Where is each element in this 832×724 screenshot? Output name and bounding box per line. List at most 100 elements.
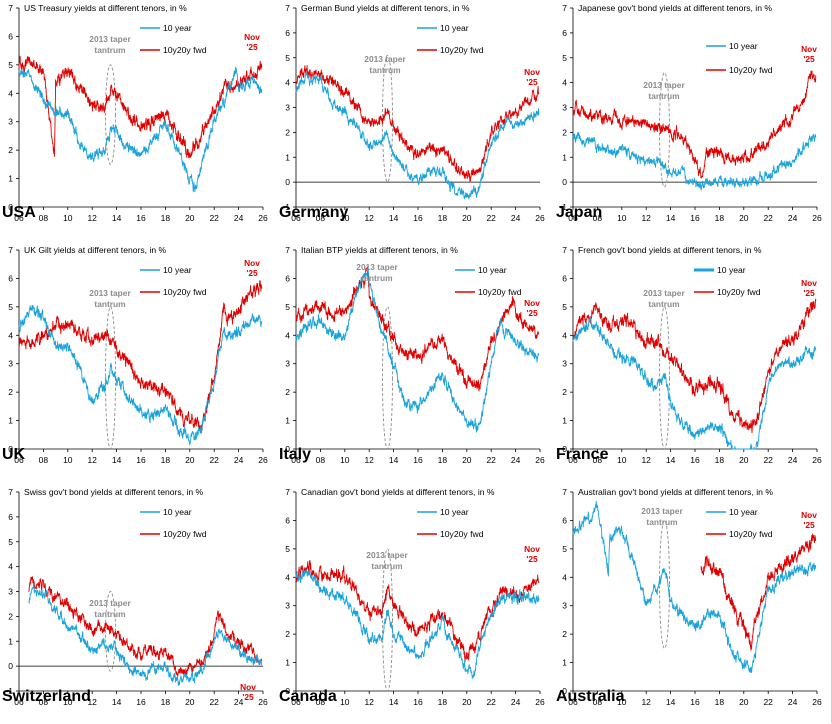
nov-25-annotation: '25	[246, 268, 258, 278]
x-tick-label: 10	[617, 213, 627, 223]
tantrum-annotation: 2013 taper	[89, 34, 131, 44]
series-line-10-year	[18, 66, 263, 193]
x-tick-label: 22	[209, 213, 219, 223]
chart-title: US Treasury yields at different tenors, …	[24, 3, 187, 13]
series-line-10-year	[295, 567, 540, 679]
x-tick-label: 20	[185, 213, 195, 223]
legend-label-10y20y-fwd: 10y20y fwd	[440, 45, 484, 55]
y-tick-label: 2	[285, 387, 290, 397]
y-tick-label: 2	[8, 387, 13, 397]
chart-panel-canada: Canadian gov't bond yields at different …	[279, 487, 545, 707]
series-line-10y20y-fwd	[18, 280, 263, 434]
series-line-10y20y-fwd	[295, 559, 540, 663]
series-line-10-year	[572, 316, 817, 450]
y-tick-label: 7	[285, 245, 290, 255]
tantrum-annotation: tantrum	[648, 91, 679, 101]
tantrum-annotation: 2013 taper	[641, 506, 683, 516]
y-tick-label: 7	[285, 487, 290, 497]
y-tick-label: 5	[562, 53, 567, 63]
chart-panel-germany: German Bund yields at different tenors, …	[279, 3, 545, 223]
x-tick-label: 26	[258, 697, 268, 707]
chart-panel-switzerland: Swiss gov't bond yields at different ten…	[2, 487, 268, 707]
x-tick-label: 20	[462, 213, 472, 223]
y-tick-label: 5	[285, 302, 290, 312]
y-tick-label: 6	[562, 273, 567, 283]
x-tick-label: 16	[690, 697, 700, 707]
x-tick-label: 22	[209, 697, 219, 707]
nov-25-annotation: '25	[246, 42, 258, 52]
x-tick-label: 06	[291, 213, 301, 223]
y-tick-label: -1	[559, 202, 567, 212]
x-tick-label: 18	[438, 455, 448, 465]
chart-title: UK Gilt yields at different tenors, in %	[24, 245, 167, 255]
x-tick-label: 06	[291, 697, 301, 707]
taper-tantrum-ellipse	[659, 306, 670, 450]
tantrum-annotation: tantrum	[648, 299, 679, 309]
x-tick-label: 10	[617, 455, 627, 465]
legend-label-10-year: 10 year	[163, 23, 192, 33]
x-tick-label: 20	[185, 697, 195, 707]
y-tick-label: 4	[562, 78, 567, 88]
nov-25-annotation: Nov	[244, 32, 260, 42]
legend-label-10y20y-fwd: 10y20y fwd	[163, 529, 207, 539]
tantrum-annotation: tantrum	[361, 273, 392, 283]
x-tick-label: 20	[462, 455, 472, 465]
y-tick-label: 0	[562, 444, 567, 454]
tantrum-annotation: 2013 taper	[89, 288, 131, 298]
y-tick-label: 7	[562, 245, 567, 255]
x-tick-label: 24	[788, 213, 798, 223]
x-tick-label: 08	[593, 213, 603, 223]
x-tick-label: 24	[511, 697, 521, 707]
series-line-10-year	[572, 500, 817, 674]
y-tick-label: 2	[8, 611, 13, 621]
x-tick-label: 14	[666, 213, 676, 223]
x-tick-label: 22	[486, 455, 496, 465]
chart-title: French gov't bond yields at different te…	[578, 245, 762, 255]
taper-tantrum-ellipse	[382, 306, 393, 450]
nov-25-annotation: '25	[526, 308, 538, 318]
legend-label-10-year: 10 year	[729, 41, 758, 51]
x-tick-label: 26	[812, 213, 822, 223]
x-tick-label: 16	[136, 697, 146, 707]
nov-25-annotation: Nov	[244, 258, 260, 268]
y-tick-label: 1	[285, 152, 290, 162]
tantrum-annotation: tantrum	[371, 561, 402, 571]
y-tick-label: 1	[285, 416, 290, 426]
x-tick-label: 24	[511, 213, 521, 223]
y-tick-label: 7	[562, 487, 567, 497]
x-tick-label: 14	[666, 697, 676, 707]
x-tick-label: 06	[568, 213, 578, 223]
country-label: UK	[2, 446, 26, 463]
series-line-10-year	[572, 132, 817, 191]
x-tick-label: 16	[413, 455, 423, 465]
x-tick-label: 06	[291, 455, 301, 465]
nov-25-annotation: '25	[242, 692, 254, 702]
x-tick-label: 24	[788, 455, 798, 465]
x-tick-label: 14	[389, 697, 399, 707]
legend-label-10-year: 10 year	[717, 265, 746, 275]
chart-title: German Bund yields at different tenors, …	[301, 3, 470, 13]
y-tick-label: 7	[8, 245, 13, 255]
y-tick-label: 6	[285, 28, 290, 38]
x-tick-label: 26	[812, 697, 822, 707]
x-tick-label: 08	[316, 455, 326, 465]
x-tick-label: 22	[486, 213, 496, 223]
x-tick-label: 10	[617, 697, 627, 707]
y-tick-label: 0	[8, 661, 13, 671]
nov-25-annotation: Nov	[801, 510, 817, 520]
series-line-10-year	[295, 264, 540, 433]
x-tick-label: 18	[438, 697, 448, 707]
x-tick-label: 16	[690, 213, 700, 223]
series-line-10-year	[28, 583, 263, 686]
x-tick-label: 08	[316, 213, 326, 223]
y-tick-label: 3	[562, 601, 567, 611]
legend-label-10-year: 10 year	[478, 265, 507, 275]
x-tick-label: 16	[413, 213, 423, 223]
x-tick-label: 14	[112, 455, 122, 465]
y-tick-label: 2	[562, 127, 567, 137]
x-tick-label: 14	[112, 213, 122, 223]
x-tick-label: 06	[14, 455, 24, 465]
x-tick-label: 14	[389, 455, 399, 465]
x-tick-label: 10	[340, 697, 350, 707]
